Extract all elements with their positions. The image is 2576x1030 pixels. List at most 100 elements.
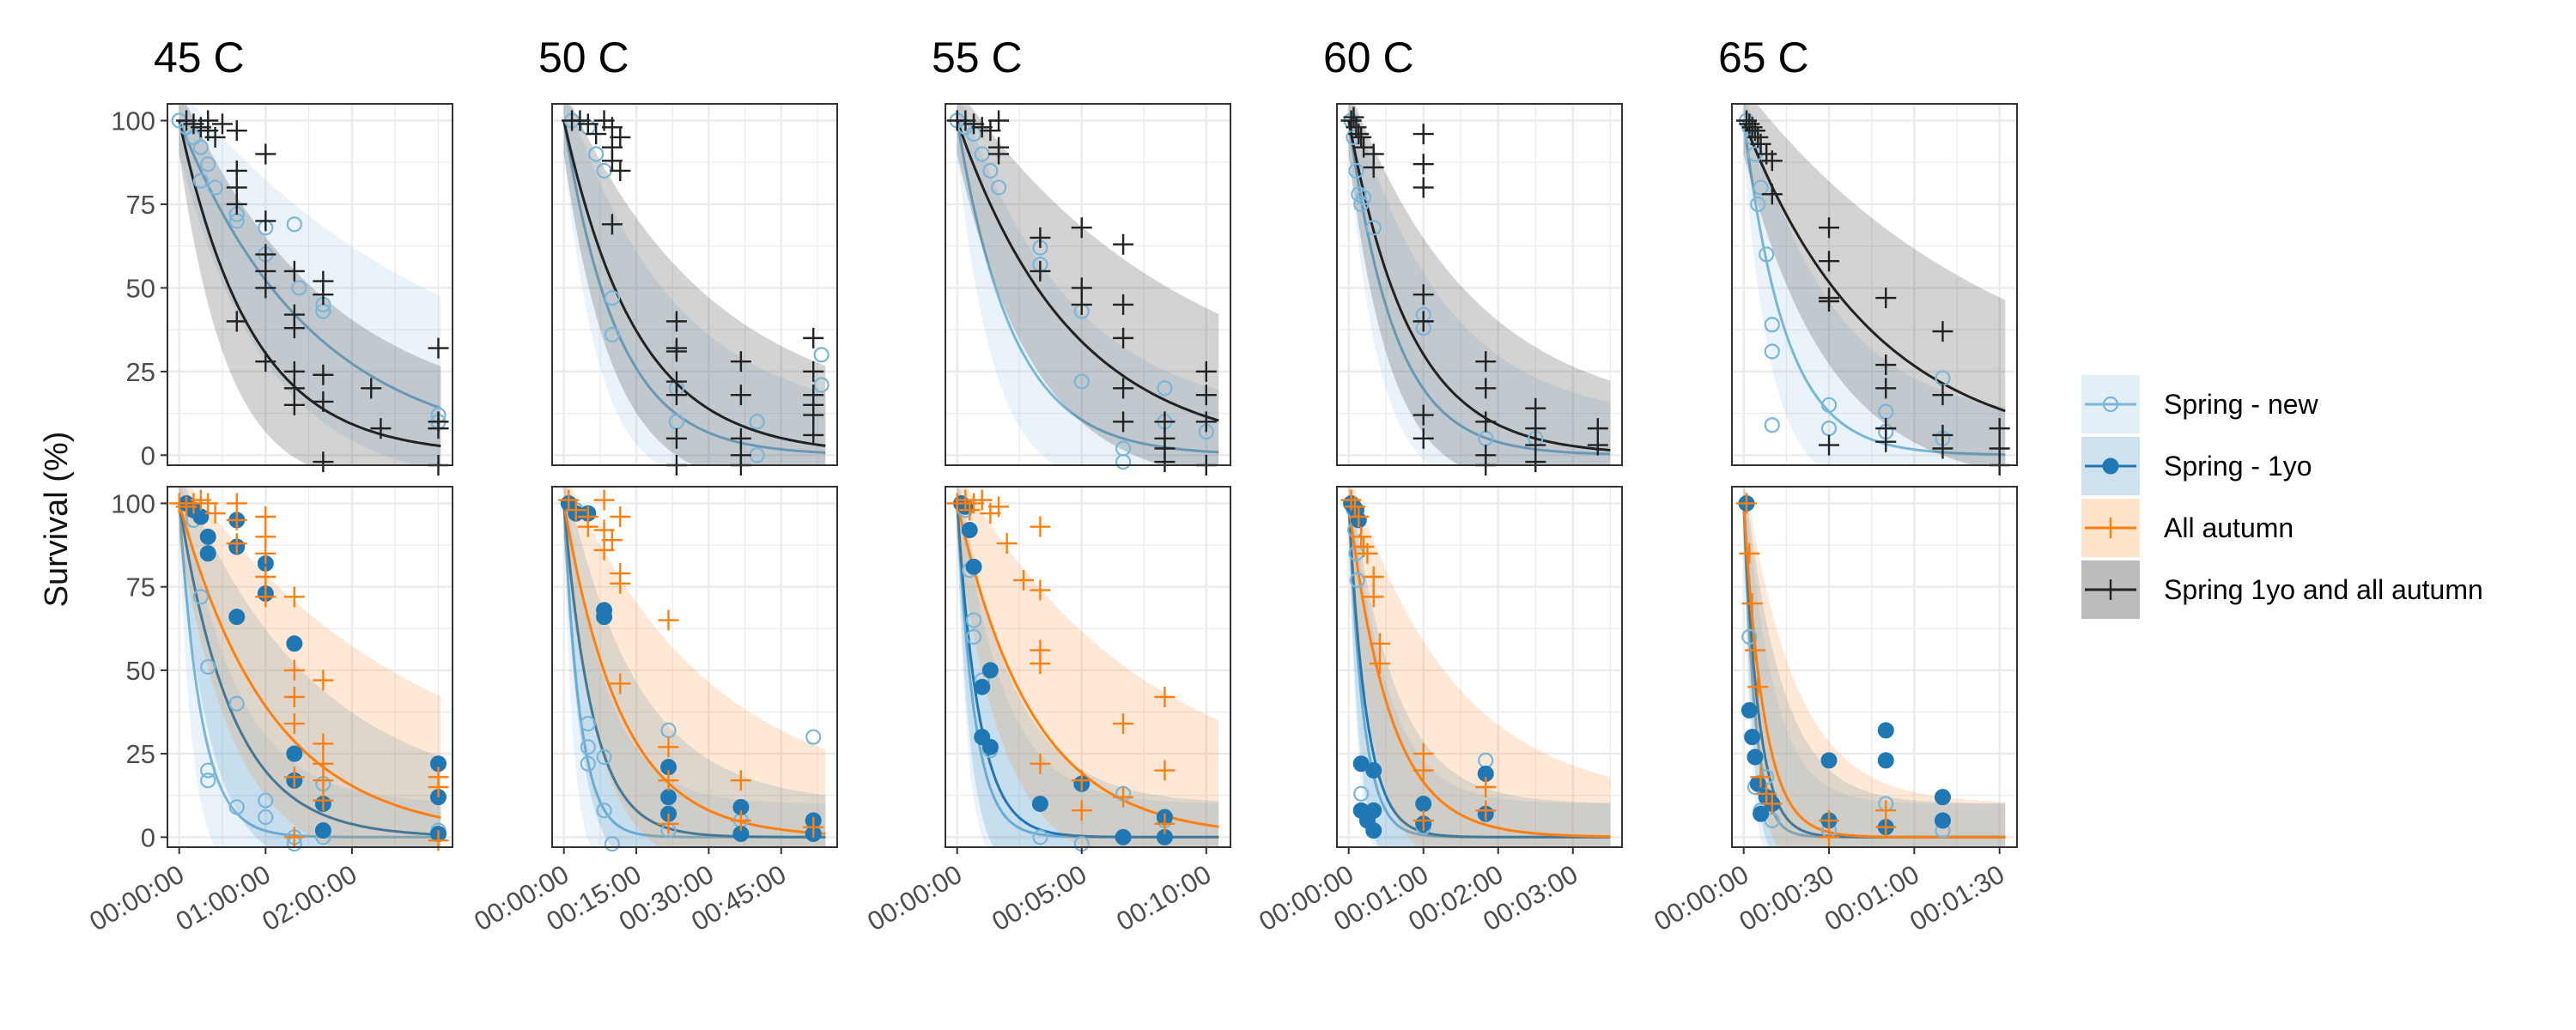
data-point-spring_1yo (981, 662, 999, 679)
data-point-combined (1525, 397, 1546, 419)
confidence-band-spring_new (1743, 104, 2006, 465)
data-point-all_autumn (803, 816, 824, 838)
data-point-all_autumn (1741, 593, 1763, 615)
fit-curve-spring_1yo (1347, 503, 1611, 839)
data-point-all_autumn (428, 777, 449, 797)
data-point-combined (313, 284, 334, 306)
data-point-combined (313, 451, 334, 473)
data-point-all_autumn (963, 493, 985, 514)
fit-curve-all_autumn (956, 503, 1219, 828)
data-point-combined (1195, 385, 1217, 406)
data-point-spring_new (1349, 572, 1365, 588)
confidence-band-all_autumn (563, 487, 826, 847)
data-point-combined (313, 364, 334, 385)
data-point-all_autumn (204, 503, 226, 524)
data-point-combined (428, 337, 449, 359)
x-tick-label: 00:01:00 (1820, 859, 1924, 937)
data-point-combined (1413, 124, 1434, 145)
data-point-spring_new (990, 179, 1007, 196)
y-tick-label: 100 (111, 488, 155, 518)
data-point-spring_new (1157, 380, 1173, 397)
data-point-spring_new (604, 289, 621, 306)
data-point-all_autumn (658, 770, 679, 791)
data-point-combined (610, 160, 631, 181)
data-point-spring_new (1353, 196, 1370, 213)
confidence-band-combined (1743, 104, 2006, 465)
data-point-combined (730, 385, 751, 406)
x-tick-label: 00:00:30 (1735, 859, 1839, 937)
data-point-all_autumn (255, 506, 276, 527)
data-point-combined (1413, 154, 1434, 175)
confidence-band-spring_new (563, 487, 826, 847)
data-point-spring_new (192, 173, 209, 189)
data-point-spring_new (1115, 454, 1132, 470)
data-point-all_autumn (1154, 687, 1176, 707)
data-point-spring_new (813, 347, 829, 363)
data-point-combined (665, 311, 687, 332)
legend-key-marker (2100, 518, 2121, 538)
confidence-band-all_autumn (1743, 487, 2006, 847)
data-point-combined (283, 318, 305, 339)
data-point-all_autumn (283, 659, 305, 681)
data-point-spring_1yo (199, 528, 216, 545)
confidence-band-combined (563, 104, 826, 465)
data-point-spring_1yo (1934, 789, 1951, 806)
data-point-combined (1875, 378, 1897, 399)
data-point-combined (1932, 321, 1953, 342)
confidence-band-combined (179, 104, 441, 465)
legend-item-combined: Spring 1yo and all autumn (2081, 560, 2483, 619)
fit-curve-combined (562, 120, 826, 447)
data-point-all_autumn (255, 542, 276, 564)
panel-0: 45 C 0 25 50 75 100 0 25 50 75 100 00:00:0001:00:00… (84, 33, 453, 936)
data-point-spring_new (200, 658, 216, 676)
data-point-spring_new (207, 179, 223, 196)
data-point-all_autumn (1475, 777, 1497, 797)
y-tick-label: 0 (141, 440, 155, 470)
confidence-band-spring_1yo (563, 487, 826, 847)
data-point-spring_1yo (1031, 795, 1048, 812)
data-point-combined (665, 385, 687, 406)
data-point-all_autumn (593, 539, 615, 560)
data-point-all_autumn (1736, 493, 1758, 514)
panel-title: 45 C (154, 33, 245, 82)
plot-background (1732, 487, 2017, 847)
data-point-spring_new (1741, 628, 1758, 645)
data-point-combined (1413, 177, 1434, 198)
data-point-spring_new (200, 156, 216, 173)
data-point-spring_new (604, 326, 621, 343)
data-point-spring_new (1759, 246, 1775, 263)
plot-background (1337, 104, 1622, 465)
data-point-spring_new (982, 162, 999, 179)
data-point-all_autumn (1154, 813, 1176, 834)
data-point-spring_new (1353, 785, 1370, 802)
data-point-spring_new (580, 755, 596, 772)
data-point-spring_1yo (1741, 702, 1758, 719)
data-point-all_autumn (1113, 713, 1134, 735)
panel-border (551, 103, 838, 466)
confidence-band-all_autumn (179, 487, 441, 847)
y-tick-label: 25 (126, 739, 155, 769)
data-point-spring_new (588, 146, 605, 162)
data-point-all_autumn (1030, 579, 1051, 601)
data-point-spring_new (258, 809, 274, 826)
data-point-combined (980, 120, 1001, 142)
fit-curve-all_autumn (1347, 503, 1611, 839)
data-point-spring_new (1764, 317, 1780, 333)
data-point-spring_new (228, 695, 245, 712)
legend-label: Spring 1yo and all autumn (2164, 574, 2483, 605)
data-point-spring_new (580, 716, 596, 732)
data-point-combined (988, 143, 1010, 165)
x-tick-label: 00:00:00 (862, 859, 967, 937)
data-point-all_autumn (1030, 753, 1051, 774)
data-point-combined (963, 113, 985, 135)
fit-curve-spring_new (178, 119, 441, 409)
data-point-combined (1363, 157, 1384, 179)
data-point-all_autumn (610, 673, 631, 694)
confidence-band-spring_1yo (1743, 487, 2006, 847)
data-point-all_autumn (1756, 783, 1777, 804)
confidence-band-spring_1yo (1348, 487, 1611, 847)
data-point-combined (1587, 434, 1608, 456)
data-point-all_autumn (1750, 766, 1771, 788)
